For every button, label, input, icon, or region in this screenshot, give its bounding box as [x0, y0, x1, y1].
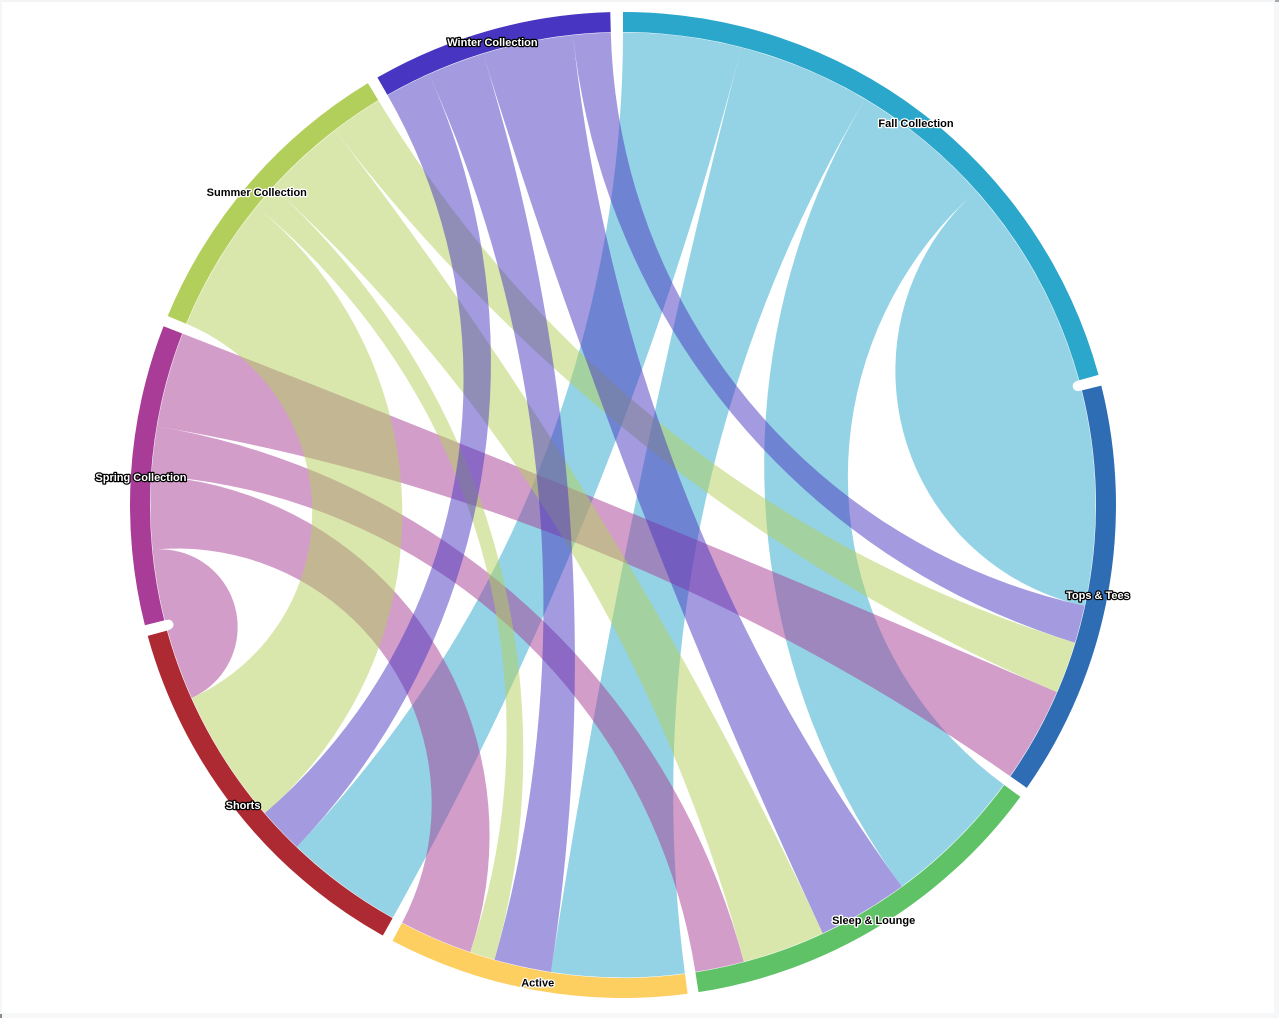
svg-text:Spring Collection: Spring Collection: [95, 472, 186, 484]
svg-text:Sleep & Lounge: Sleep & Lounge: [832, 915, 915, 927]
svg-text:Active: Active: [521, 977, 554, 989]
svg-text:Tops & Tees: Tops & Tees: [1066, 590, 1130, 602]
svg-text:Fall Collection: Fall Collection: [878, 118, 953, 130]
svg-text:Shorts: Shorts: [226, 800, 261, 812]
svg-text:Summer Collection: Summer Collection: [207, 187, 308, 199]
svg-text:Winter Collection: Winter Collection: [447, 37, 538, 49]
